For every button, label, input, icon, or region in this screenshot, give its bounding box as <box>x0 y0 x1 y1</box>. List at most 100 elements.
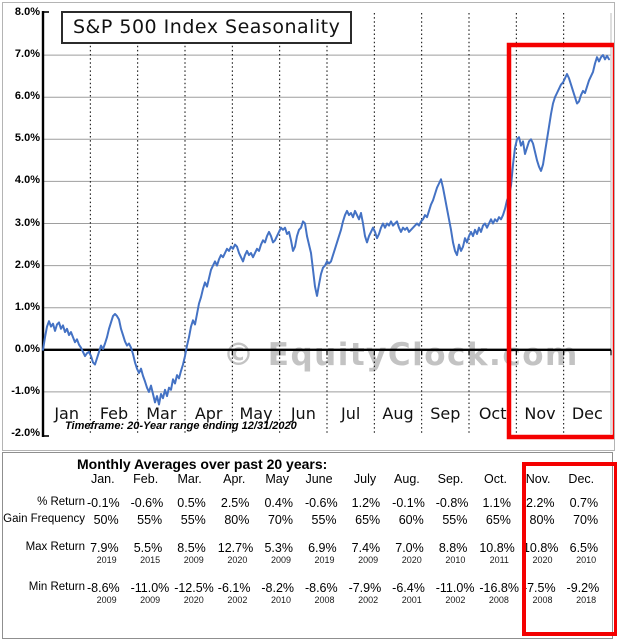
table-cell: 10.8% <box>522 541 559 555</box>
table-cell: 2002 <box>445 595 466 605</box>
x-axis-month-label: Nov <box>524 404 556 423</box>
row-label <box>3 595 87 605</box>
table-row: Min Return -8.6% -11.0% -12.5% -6.1% -8.2% -8.… <box>3 581 610 595</box>
table-cell: -8.6% <box>304 581 338 595</box>
table-cell: 1.1% <box>482 496 511 510</box>
table-cell: -0.1% <box>392 496 425 510</box>
table-cell: 2009 <box>96 595 117 605</box>
table-cell: 2002 <box>227 595 248 605</box>
table-cell: 2020 <box>401 555 422 565</box>
table-cell: 2008 <box>532 595 553 605</box>
table-cell: -8.2% <box>261 581 295 595</box>
table-cell: 12.7% <box>217 541 254 555</box>
y-axis-label: 5.0% <box>14 132 40 145</box>
table-cell: 60% <box>398 513 424 527</box>
table-cell: 8.8% <box>438 541 468 555</box>
table-cell: 0.5% <box>177 496 206 510</box>
x-axis-month-label: Jul <box>341 404 361 423</box>
table-cell: Apr. <box>223 472 246 486</box>
x-axis-month-label: May <box>239 404 273 423</box>
table-cell: -7.5% <box>522 581 556 595</box>
table-cell: 2020 <box>227 555 248 565</box>
table-cell: Nov. <box>525 472 551 486</box>
x-axis-month-label: Sep <box>430 404 461 423</box>
table-cell: -12.5% <box>174 581 214 595</box>
y-axis-label: -2.0% <box>11 427 40 439</box>
table-cell: 2010 <box>270 595 291 605</box>
table-cell: 5.3% <box>264 541 293 555</box>
seasonality-line-series <box>42 54 610 406</box>
table-header-row: Jan. Feb. Mar. Apr. May June July Aug. Sep. Oct. N… <box>3 472 610 486</box>
y-axis-label: 1.0% <box>14 300 40 313</box>
x-axis-month-label: Dec <box>571 404 603 423</box>
table-row: Max Return 7.9% 5.5% 8.5% 12.7% 5.3% 6.9% 7.4% 7… <box>3 541 610 555</box>
table-cell: 2002 <box>358 595 379 605</box>
table-cell: 7.0% <box>395 541 424 555</box>
x-axis-month-label: Jan <box>54 404 79 423</box>
table-cell: 2009 <box>270 555 291 565</box>
row-label: Max Return <box>25 541 85 553</box>
table-cell: -11.0% <box>435 581 475 595</box>
row-label: Gain Frequency <box>3 513 85 525</box>
chart-title: S&P 500 Index Seasonality <box>61 11 353 44</box>
seasonality-chart-panel: © EquityClock.com S&P 500 Index Seasonal… <box>2 2 615 451</box>
table-cell: 50% <box>93 513 119 527</box>
table-cell: -9.2% <box>566 581 600 595</box>
table-cell: 2009 <box>358 555 379 565</box>
table-cell: 2009 <box>140 595 161 605</box>
table-cell: 2008 <box>488 595 509 605</box>
x-axis-month-label: Oct <box>478 404 507 423</box>
table-cell: 2009 <box>183 555 204 565</box>
table-row: % Return -0.1% -0.6% 0.5% 2.5% 0.4% -0.6% 1.2% -… <box>3 496 610 510</box>
y-axis-label: -1.0% <box>11 384 40 397</box>
table-cell: -16.8% <box>479 581 519 595</box>
row-label <box>3 555 87 565</box>
table-cell: 6.5% <box>569 541 599 555</box>
table-year-row: 2019 2015 2009 2020 2009 2019 2009 2020 2010 2011… <box>3 555 610 565</box>
table-cell: -0.1% <box>87 496 120 510</box>
equityclock-watermark: © EquityClock.com <box>223 337 579 373</box>
table-cell: 2018 <box>576 595 597 605</box>
x-axis-month-label: Aug <box>382 404 414 423</box>
x-axis-month-label: Mar <box>146 404 177 423</box>
table-cell: 55% <box>180 513 206 527</box>
table-cell: -6.4% <box>392 581 425 595</box>
table-cell: 2.5% <box>220 496 250 510</box>
table-cell: 2010 <box>576 555 597 565</box>
table-cell: July <box>353 472 377 486</box>
table-cell: Aug. <box>394 472 420 486</box>
table-title: Monthly Averages over past 20 years: <box>77 456 328 472</box>
table-cell: 55% <box>442 513 468 527</box>
table-cell: 80% <box>529 513 555 527</box>
table-cell: May <box>265 472 289 486</box>
table-cell: -0.8% <box>435 496 469 510</box>
table-cell: 65% <box>355 513 381 527</box>
monthly-averages-table-panel: Monthly Averages over past 20 years: Jan… <box>2 452 617 639</box>
table-cell: -0.6% <box>304 496 338 510</box>
table-cell: -0.6% <box>130 496 164 510</box>
table-cell: 2020 <box>532 555 553 565</box>
row-label <box>3 472 87 486</box>
y-axis-label: 6.0% <box>14 90 40 103</box>
seasonality-line-chart <box>41 11 614 440</box>
table-cell: 55% <box>137 513 163 527</box>
y-axis-label: 8.0% <box>14 6 40 18</box>
table-cell: -7.9% <box>348 581 382 595</box>
table-cell: Dec. <box>568 472 595 486</box>
y-axis-label: 3.0% <box>14 216 40 229</box>
table-cell: 55% <box>311 513 337 527</box>
table-cell: -11.0% <box>130 581 170 595</box>
table-cell: Feb. <box>133 472 159 486</box>
table-cell: 2001 <box>401 595 422 605</box>
table-cell: June <box>305 472 333 486</box>
row-label: Min Return <box>28 581 85 593</box>
table-cell: 5.5% <box>133 541 163 555</box>
y-axis-label: 0.0% <box>14 342 40 355</box>
table-cell: 7.9% <box>90 541 119 555</box>
table-cell: Sep. <box>437 472 464 486</box>
x-axis-month-label: Jun <box>290 404 316 423</box>
table-cell: Oct. <box>484 472 507 486</box>
table-cell: 2020 <box>183 595 204 605</box>
y-axis-label: 4.0% <box>14 174 40 187</box>
